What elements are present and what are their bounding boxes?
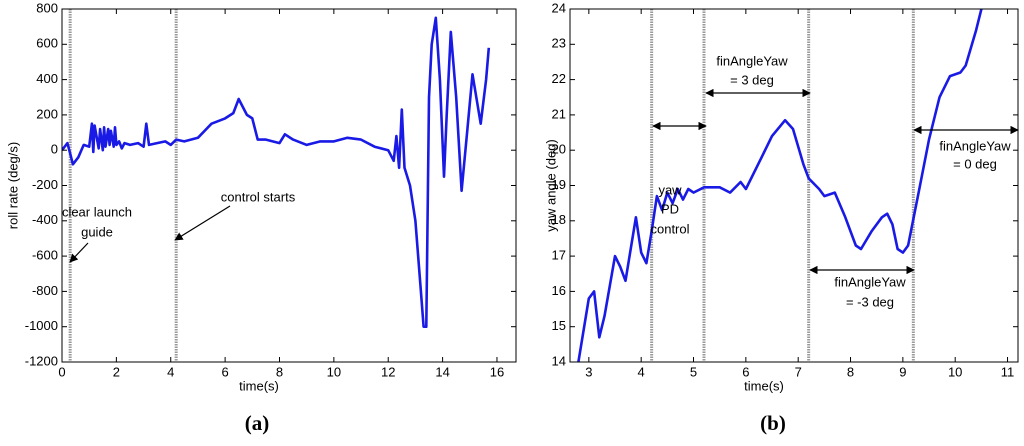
x-tick-label: 11: [1001, 364, 1015, 379]
annotation: finAngleYaw: [716, 53, 788, 68]
y-axis-label: roll rate (deg/s): [5, 142, 20, 229]
y-tick-label: 800: [36, 0, 58, 15]
y-tick-label: 15: [552, 318, 566, 333]
data-line: [577, 9, 983, 362]
y-tick-label: -600: [32, 248, 58, 263]
y-tick-label: 19: [552, 177, 566, 192]
x-tick-label: 8: [847, 364, 854, 379]
y-tick-label: -1200: [25, 353, 58, 368]
annotation: PD: [661, 201, 679, 216]
x-tick-label: 0: [58, 364, 65, 379]
x-tick-label: 10: [327, 364, 341, 379]
y-tick-label: 24: [552, 0, 566, 15]
y-tick-label: -200: [32, 177, 58, 192]
annotation: finAngleYaw: [834, 274, 906, 289]
x-tick-label: 4: [167, 364, 174, 379]
annotation: = 3 deg: [730, 72, 774, 87]
y-tick-label: 21: [552, 106, 566, 121]
annotation: control: [650, 221, 689, 236]
x-tick-label: 7: [795, 364, 802, 379]
y-tick-label: -1000: [25, 318, 58, 333]
x-tick-label: 16: [490, 364, 504, 379]
x-tick-label: 3: [585, 364, 592, 379]
x-tick-label: 6: [742, 364, 749, 379]
plot-frame: [569, 8, 1019, 363]
x-tick-label: 14: [435, 364, 449, 379]
annotation: = 0 deg: [953, 156, 997, 171]
y-tick-label: -400: [32, 212, 58, 227]
annotation: control starts: [221, 189, 296, 204]
y-tick-label: -800: [32, 283, 58, 298]
annotation: yaw: [658, 182, 682, 197]
annotation: = -3 deg: [846, 294, 894, 309]
x-tick-label: 5: [690, 364, 697, 379]
y-tick-label: 22: [552, 71, 566, 86]
annotation-arrow: [174, 205, 231, 241]
caption: (b): [760, 411, 786, 435]
x-tick-label: 10: [948, 364, 962, 379]
y-axis-label: yaw angle (deg): [543, 139, 558, 232]
y-tick-label: 20: [552, 142, 566, 157]
annotation: guide: [81, 224, 113, 239]
annotation-arrow: [69, 242, 89, 263]
x-axis-label: time(s): [239, 378, 279, 393]
x-tick-label: 8: [276, 364, 283, 379]
x-tick-label: 4: [638, 364, 645, 379]
y-tick-label: 14: [552, 353, 566, 368]
x-axis-label: time(s): [744, 378, 784, 393]
annotation: finAngleYaw: [939, 138, 1011, 153]
y-tick-label: 17: [552, 248, 566, 263]
caption: (a): [245, 411, 270, 435]
y-tick-label: 0: [51, 142, 58, 157]
data-line: [62, 16, 491, 328]
x-tick-label: 6: [221, 364, 228, 379]
y-tick-label: 400: [36, 71, 58, 86]
x-tick-label: 12: [381, 364, 395, 379]
x-tick-label: 2: [113, 364, 120, 379]
y-tick-label: 18: [552, 212, 566, 227]
y-tick-label: 600: [36, 36, 58, 51]
x-tick-label: 9: [899, 364, 906, 379]
y-tick-label: 16: [552, 283, 566, 298]
y-tick-label: 23: [552, 36, 566, 51]
plot-frame: [61, 8, 517, 363]
annotation: clear launch: [62, 204, 132, 219]
y-tick-label: 200: [36, 106, 58, 121]
